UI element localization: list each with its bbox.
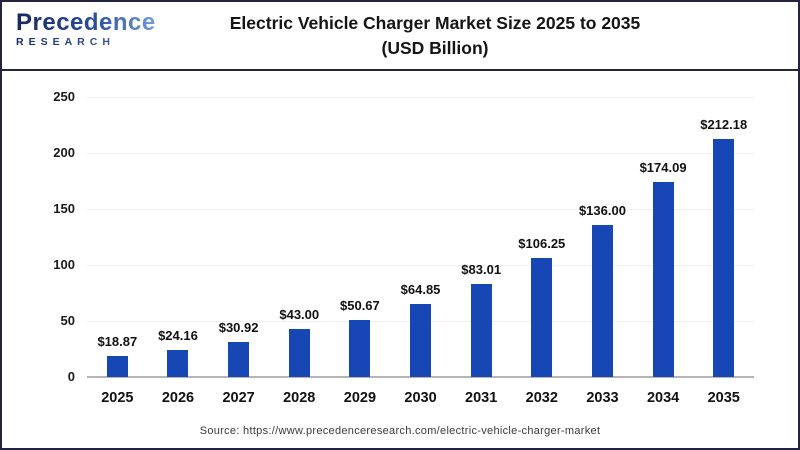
x-tick-label-2034: 2034 (646, 390, 680, 406)
bar-2031 (470, 284, 492, 377)
bar-group-2033: $136.00 (572, 203, 633, 377)
bar-2026 (167, 349, 189, 377)
header: Precedence RESEARCH Electric Vehicle Cha… (2, 2, 798, 71)
x-tick-label-2031: 2031 (465, 390, 498, 406)
y-tick-label-150: 150 (53, 201, 75, 216)
bar-group-2028: $43.00 (269, 307, 330, 377)
y-tick-label-250: 250 (53, 89, 75, 104)
bar-value-label-2030: $64.85 (400, 282, 441, 298)
bar-2035 (713, 139, 735, 377)
bars-row: $18.87 $24.16 $30.92 $43.00 $50.67 $64.85 $83.… (87, 97, 754, 377)
x-tick-label-2027: 2027 (222, 390, 255, 406)
bar-2033 (591, 224, 613, 377)
bar-group-2030: $64.85 (390, 282, 451, 377)
bar-chart-plot-area: 0 50 100 150 200 250 $18.87 $24.16 $30.92 $43.00 $… (53, 89, 754, 384)
bar-2029 (349, 320, 371, 377)
bar-value-label-2026: $24.16 (158, 327, 198, 343)
precedence-research-logo: Precedence RESEARCH (16, 11, 156, 48)
x-axis-labels: 2025 2026 2027 2028 2029 2030 2031 2032 2033 2034… (87, 390, 754, 406)
bar-value-label-2033: $136.00 (578, 202, 626, 218)
bar-2034 (652, 182, 674, 377)
bar-group-2027: $30.92 (208, 320, 269, 377)
bar-group-2025: $18.87 (87, 334, 148, 377)
bar-group-2026: $24.16 (148, 328, 209, 377)
bar-value-label-2032: $106.25 (518, 236, 566, 251)
y-tick-label-0: 0 (67, 369, 75, 384)
logo-sub-text: RESEARCH (16, 37, 156, 48)
gridline-200 (87, 153, 754, 154)
bar-value-label-2034: $174.09 (639, 160, 687, 175)
x-tick-label-2030: 2030 (404, 390, 437, 406)
y-tick-label-50: 50 (60, 313, 75, 328)
bar-group-2032: $106.25 (511, 236, 572, 377)
bar-group-2034: $174.09 (633, 160, 694, 377)
logo-brand-text: Precedence (16, 9, 156, 36)
gridline-250 (87, 97, 754, 98)
gridline-150 (87, 209, 754, 210)
y-tick-label-200: 200 (53, 145, 75, 160)
x-tick-label-2033: 2033 (586, 390, 619, 406)
x-tick-label-2035: 2035 (707, 390, 740, 406)
y-tick-label-100: 100 (53, 257, 75, 272)
bar-group-2029: $50.67 (330, 298, 391, 377)
x-tick-label-2032: 2032 (525, 390, 558, 406)
bar-2032 (531, 258, 553, 377)
x-axis-line (87, 376, 754, 378)
x-tick-label-2026: 2026 (161, 390, 195, 406)
bar-value-label-2025: $18.87 (97, 333, 138, 349)
bar-2030 (410, 304, 432, 377)
bar-value-label-2035: $212.18 (700, 117, 748, 133)
chart-title-line1: Electric Vehicle Charger Market Size 202… (229, 13, 641, 33)
x-tick-label-2029: 2029 (343, 390, 377, 406)
bar-value-label-2028: $43.00 (279, 306, 320, 322)
bar-value-label-2029: $50.67 (340, 298, 380, 314)
bar-2027 (228, 342, 250, 377)
gridline-100 (87, 265, 754, 266)
bar-group-2031: $83.01 (451, 262, 512, 377)
bar-value-label-2027: $30.92 (218, 320, 259, 336)
bar-2028 (288, 328, 310, 377)
x-tick-label-2025: 2025 (101, 390, 134, 406)
chart-title-line2: (USD Billion) (381, 38, 489, 58)
bar-group-2035: $212.18 (693, 117, 754, 377)
bar-value-label-2031: $83.01 (461, 262, 502, 277)
source-text: Source: https://www.precedenceresearch.c… (199, 425, 601, 437)
bar-2025 (106, 355, 128, 377)
x-tick-label-2028: 2028 (283, 390, 316, 406)
chart-title: Electric Vehicle Charger Market Size 202… (147, 11, 723, 61)
